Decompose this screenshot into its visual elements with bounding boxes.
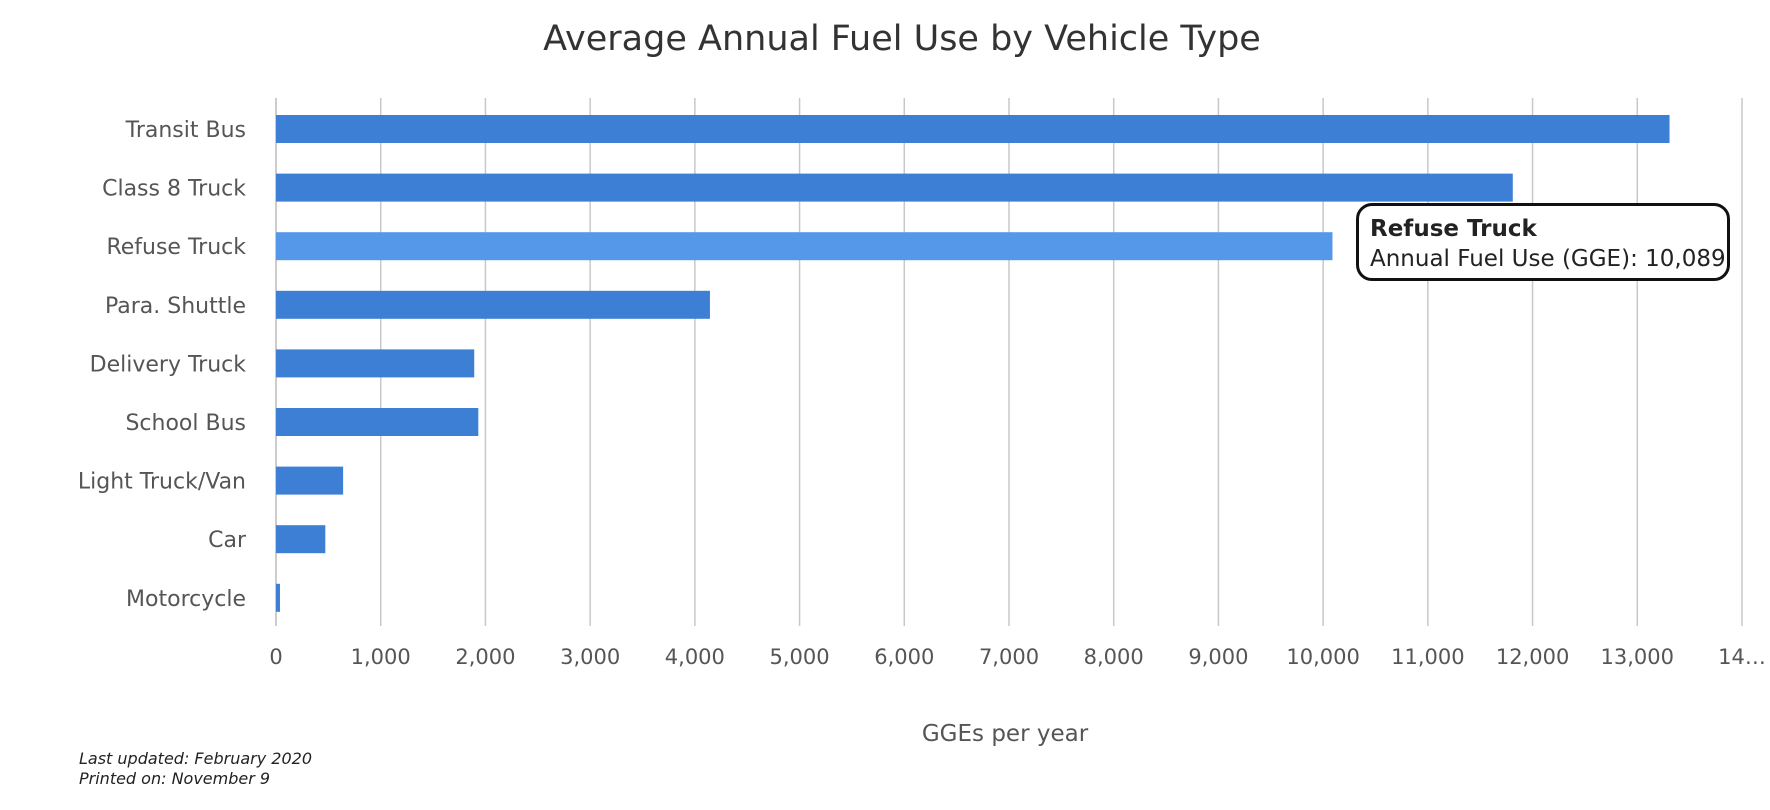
category-label: Light Truck/Van xyxy=(78,470,246,495)
bar[interactable] xyxy=(276,525,326,554)
x-tick-label: 5,000 xyxy=(770,645,830,669)
tooltip: Refuse Truck Annual Fuel Use (GGE): 10,0… xyxy=(1356,203,1730,281)
x-tick-label: 1,000 xyxy=(351,645,411,669)
category-label: Delivery Truck xyxy=(90,352,247,377)
tooltip-body: Annual Fuel Use (GGE): 10,089 xyxy=(1370,246,1726,272)
x-tick-labels: 0 1,000 2,000 3,000 4,000 5,000 6,000 7,000 8,00… xyxy=(269,645,1766,669)
bar[interactable] xyxy=(276,466,344,495)
x-tick-label: 10,000 xyxy=(1286,645,1359,669)
bar[interactable] xyxy=(276,583,280,612)
x-axis-title: GGEs per year xyxy=(922,721,1089,747)
printed-on-note: Printed on: November 9 xyxy=(79,769,271,788)
category-label: Transit Bus xyxy=(125,118,246,143)
bar[interactable] xyxy=(276,290,710,319)
category-label: Para. Shuttle xyxy=(105,294,246,319)
x-tick-label: 8,000 xyxy=(1084,645,1144,669)
x-tick-label: 12,000 xyxy=(1496,645,1569,669)
x-tick-label: 11,000 xyxy=(1391,645,1464,669)
x-tick-label: 13,000 xyxy=(1601,645,1674,669)
bar[interactable] xyxy=(276,349,475,378)
category-label: Motorcycle xyxy=(126,587,246,612)
chart-title: Average Annual Fuel Use by Vehicle Type xyxy=(543,19,1261,59)
bar[interactable] xyxy=(276,408,479,436)
category-label: Class 8 Truck xyxy=(102,177,246,202)
x-tick-label: 2,000 xyxy=(455,645,515,669)
x-tick-label: 0 xyxy=(269,645,282,669)
bar[interactable] xyxy=(276,115,1670,143)
x-tick-label: 6,000 xyxy=(874,645,934,669)
bars xyxy=(276,115,1670,612)
x-tick-label: 14… xyxy=(1718,645,1766,669)
category-label: Car xyxy=(208,528,247,553)
tooltip-title: Refuse Truck xyxy=(1370,216,1537,242)
bar[interactable] xyxy=(276,232,1333,261)
x-tick-label: 3,000 xyxy=(560,645,620,669)
bar[interactable] xyxy=(276,173,1513,202)
category-labels: Transit Bus Class 8 Truck Refuse Truck Para… xyxy=(78,118,247,612)
last-updated-note: Last updated: February 2020 xyxy=(79,749,312,768)
category-label: Refuse Truck xyxy=(106,235,246,260)
x-tick-label: 7,000 xyxy=(979,645,1039,669)
x-tick-label: 9,000 xyxy=(1188,645,1248,669)
category-label: School Bus xyxy=(125,411,246,436)
x-tick-label: 4,000 xyxy=(665,645,725,669)
